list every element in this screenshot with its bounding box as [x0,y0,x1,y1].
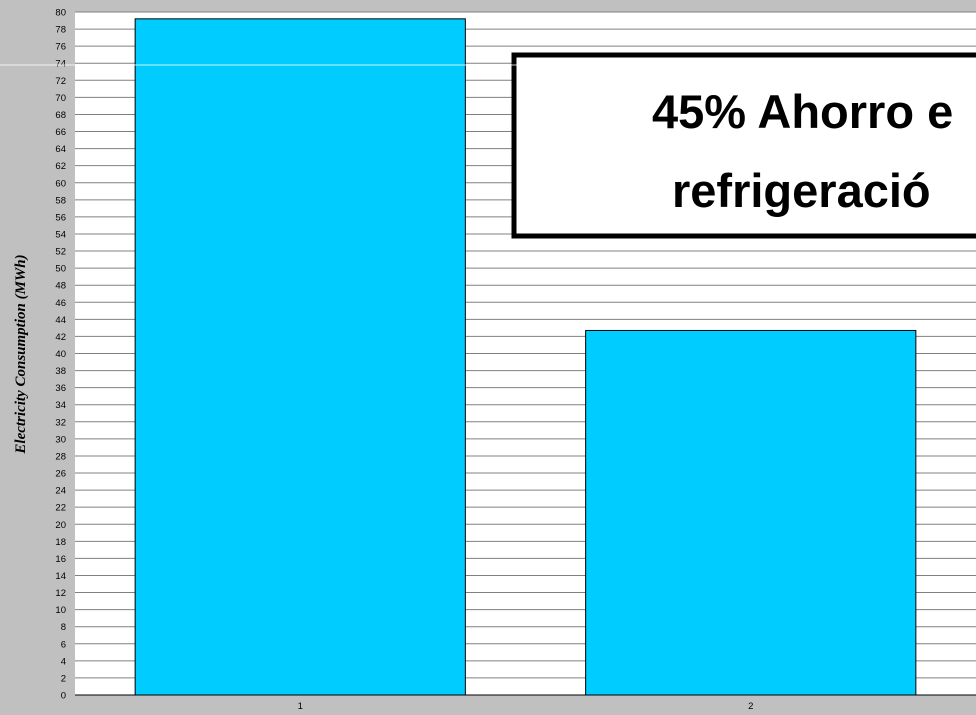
y-tick-label: 6 [61,639,66,650]
y-tick-label: 12 [55,588,66,599]
bar-2 [585,329,917,696]
y-tick-label: 68 [55,110,66,121]
y-tick-label: 16 [55,554,66,565]
callout-line-2: refrigeració [672,164,931,217]
y-tick-label: 0 [61,691,66,702]
y-tick-label: 48 [55,281,66,292]
callout-box: 45% Ahorro e refrigeració [511,52,976,239]
x-tick-label: 2 [748,701,753,712]
y-tick-label: 52 [55,247,66,258]
y-tick-label: 14 [55,571,66,582]
y-tick-label: 22 [55,503,66,514]
y-tick-label: 8 [61,622,66,633]
y-tick-label: 38 [55,366,66,377]
y-tick-label: 32 [55,417,66,428]
y-tick-label: 18 [55,537,66,548]
y-tick-label: 42 [55,332,66,343]
y-tick-label: 20 [55,520,66,531]
y-tick-label: 54 [55,229,66,240]
bar-1 [134,18,466,696]
y-tick-label: 44 [55,315,66,326]
y-tick-label: 78 [55,25,66,36]
y-tick-label: 30 [55,434,66,445]
y-tick-label: 24 [55,486,66,497]
y-tick-label: 60 [55,178,66,189]
y-tick-label: 62 [55,161,66,172]
y-tick-label: 58 [55,195,66,206]
y-tick-label: 50 [55,264,66,275]
y-tick-label: 72 [55,76,66,87]
y-tick-label: 10 [55,605,66,616]
x-tick-label: 1 [298,701,303,712]
y-tick-label: 4 [61,656,66,667]
bars [134,18,917,696]
y-tick-label: 56 [55,212,66,223]
y-tick-label: 74 [55,59,66,70]
y-axis-label: Electricity Consumption (MWh) [13,254,29,454]
y-tick-labels: 0246810121416182022242628303234363840424… [55,8,66,702]
y-tick-label: 28 [55,451,66,462]
y-tick-label: 46 [55,298,66,309]
y-tick-label: 66 [55,127,66,138]
y-tick-label: 70 [55,93,66,104]
y-tick-label: 26 [55,469,66,480]
y-tick-label: 80 [55,8,66,19]
y-tick-label: 36 [55,383,66,394]
y-tick-label: 40 [55,349,66,360]
y-tick-label: 64 [55,144,66,155]
callout-line-1: 45% Ahorro e [652,85,953,138]
y-tick-label: 2 [61,673,66,684]
y-tick-label: 34 [55,400,66,411]
y-tick-label: 76 [55,42,66,53]
